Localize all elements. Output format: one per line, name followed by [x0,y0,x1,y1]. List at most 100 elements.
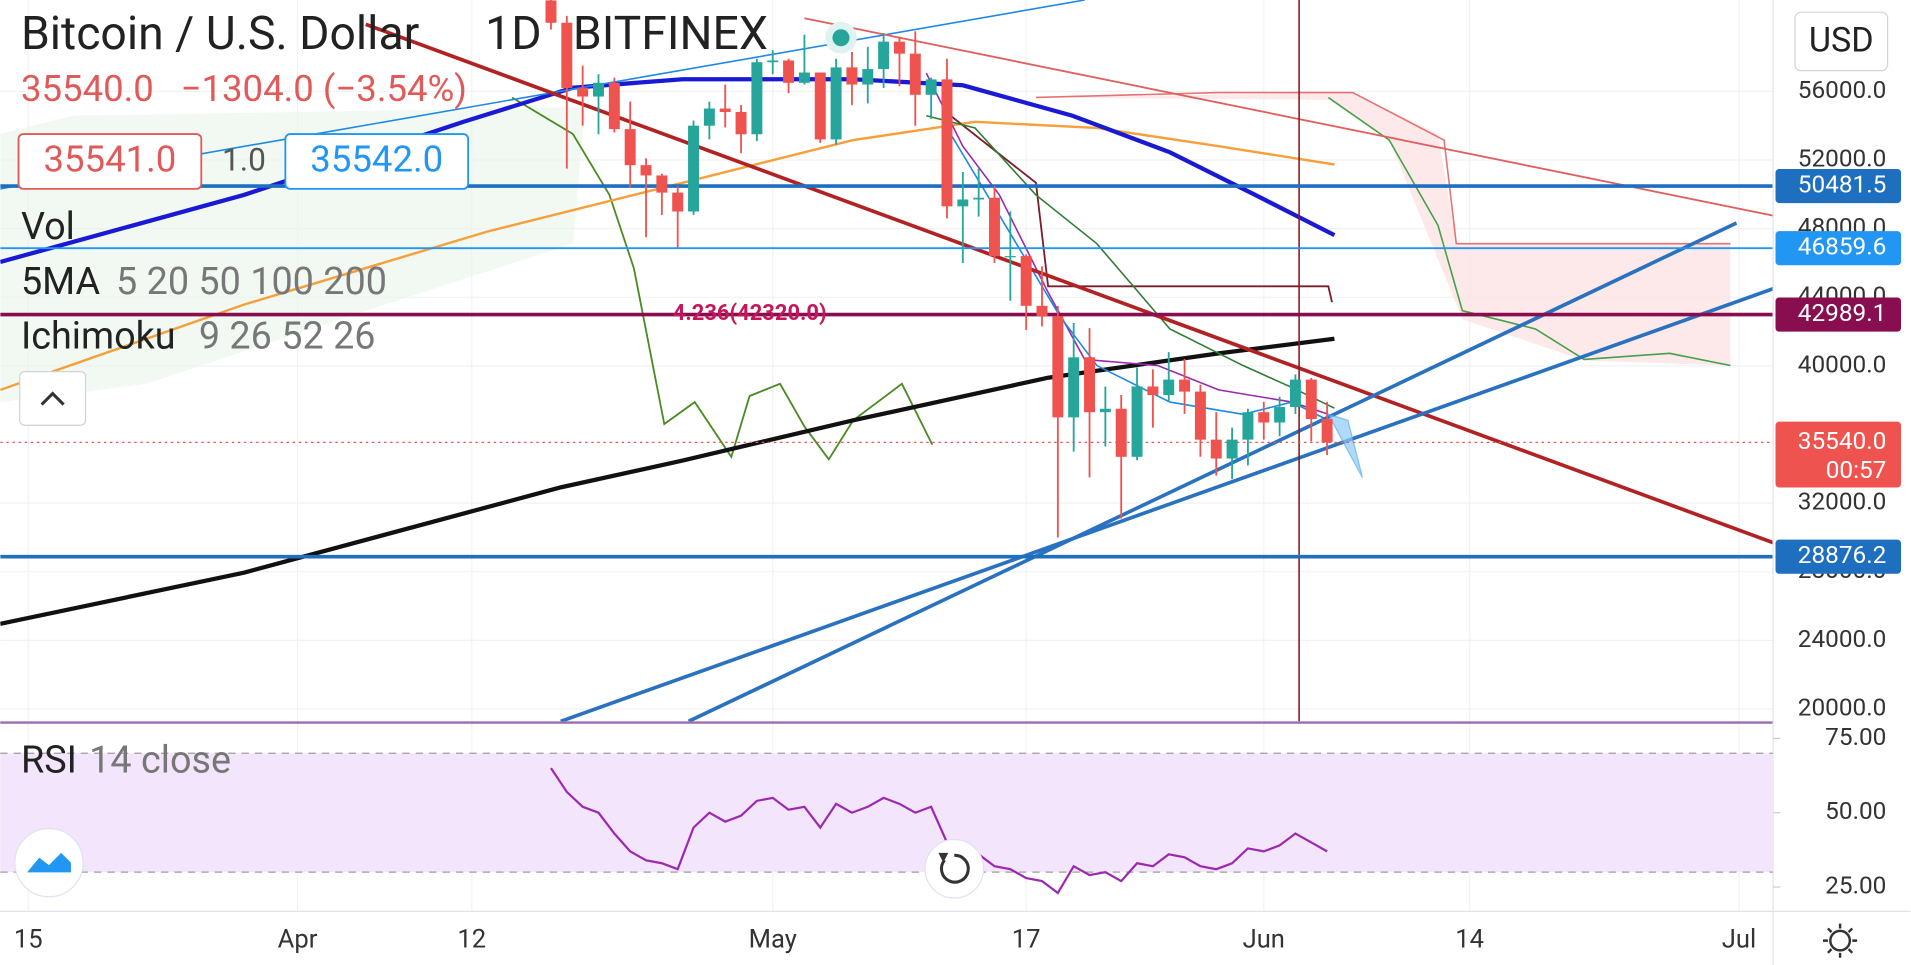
x-tick-label: 12 [457,924,486,954]
candle-body [830,67,842,140]
candle-body [1289,379,1301,408]
trend-line [804,17,1774,217]
ichimoku-span [1327,96,1731,367]
candle-body [1084,357,1096,413]
ichimoku-cloud [1035,92,1731,366]
moving-average [926,114,1335,409]
collapse-button[interactable] [19,371,87,426]
x-tick-label: 17 [1012,924,1041,954]
buy-button[interactable] [284,133,470,190]
candle-body [703,108,715,126]
candle-body [1210,439,1222,459]
y-tick-label: 56000.0 [1798,75,1887,104]
candle-body [1194,391,1206,440]
candle-body [577,87,589,97]
candle-body [783,60,795,83]
x-tick-label: May [749,924,797,954]
candle-body [1258,412,1270,423]
indicator-name: 5MA [21,260,101,304]
price-label-box [1775,539,1902,574]
price-label: 28876.2 [1798,540,1887,569]
ask[interactable]: 35542.0 [310,138,443,181]
caret-icon [40,391,65,406]
kijun-line [950,115,1333,303]
candle-body [846,67,858,85]
status-dot [832,29,850,47]
candle-body [1004,256,1016,258]
x-tick-label: Apr [278,924,318,954]
settings-icon [1823,923,1858,958]
countdown: 00:57 [1826,455,1887,484]
candle-body [735,111,747,135]
price-label: 46859.6 [1798,232,1887,261]
indicator-params: 5 20 50 100 200 [116,260,387,304]
candle-body [957,199,969,207]
indicator-name: Vol [21,205,75,249]
indicator-params: 9 26 52 26 [199,315,376,359]
candle-body [593,82,604,97]
candle-body [688,125,700,212]
reset-button[interactable] [924,838,985,899]
candle-body [909,53,921,95]
currency[interactable]: USD [1809,21,1874,61]
y-tick-label: 32000.0 [1798,487,1887,516]
candle-body [1068,357,1080,418]
trend-line [687,221,1738,722]
symbol: Bitcoin / U.S. Dollar [21,7,420,61]
trend-line [365,22,1774,545]
moving-average [0,120,1335,392]
candle-body [814,72,826,140]
price-label-box [1775,297,1902,332]
indicator-name: Ichimoku [21,315,176,359]
rsi-params: 14 close [89,739,231,783]
interval: 1D [485,7,541,61]
rsi-name: RSI [21,739,77,783]
candle-body [767,60,779,63]
last-price-label: 35540.0 [1798,426,1887,455]
candle-body [656,175,668,193]
reset-icon [939,853,970,884]
currency-button[interactable] [1794,11,1889,72]
y-tick-label: 24000.0 [1798,624,1887,653]
chart-type-icon [27,852,71,873]
y-tick-label: 20000.0 [1798,692,1887,721]
candle-body [893,41,905,54]
candle-body [561,22,573,88]
candle-body [925,79,937,95]
price-label-box [1775,231,1902,266]
candle-body [1305,379,1317,420]
axes: 15Apr12May17Jun14Jul20000.024000.028000.… [14,75,1902,954]
price-label-box [1775,169,1902,204]
candle-body [624,129,636,166]
change: −1304.0 (−3.54%) [181,67,467,110]
bid[interactable]: 35541.0 [43,138,176,181]
x-tick-label: 14 [1455,924,1484,954]
candle-body [719,108,731,112]
candle-body [1131,386,1143,457]
ichimoku-span [1035,91,1731,245]
candle-body [862,69,874,85]
candle-body [1052,316,1064,418]
rsi-line [550,767,1328,895]
candles [545,0,1333,538]
forecast-drawing [1327,413,1364,478]
candle-body [973,197,985,200]
sell-button[interactable] [17,133,203,190]
y-tick-label: 52000.0 [1798,143,1887,172]
rsi-pane [0,737,1781,895]
candle-body [672,192,684,212]
x-tick-label: 15 [14,924,43,954]
rsi-tick-label: 25.00 [1825,870,1886,899]
candle-body [1226,439,1238,459]
chart-type-button[interactable] [14,827,84,898]
candle-body [1274,407,1286,423]
last-price-box [1775,421,1902,488]
rsi-tick-label: 50.00 [1825,796,1886,825]
spread: 1.0 [222,141,266,178]
candle-body [640,165,652,176]
candle-body [751,62,763,135]
settings-icon[interactable] [1829,929,1852,952]
last-value: 35540.0 [21,67,154,110]
fib-label: 4.236(42320.0) [673,301,827,326]
candle-body [1147,386,1159,396]
